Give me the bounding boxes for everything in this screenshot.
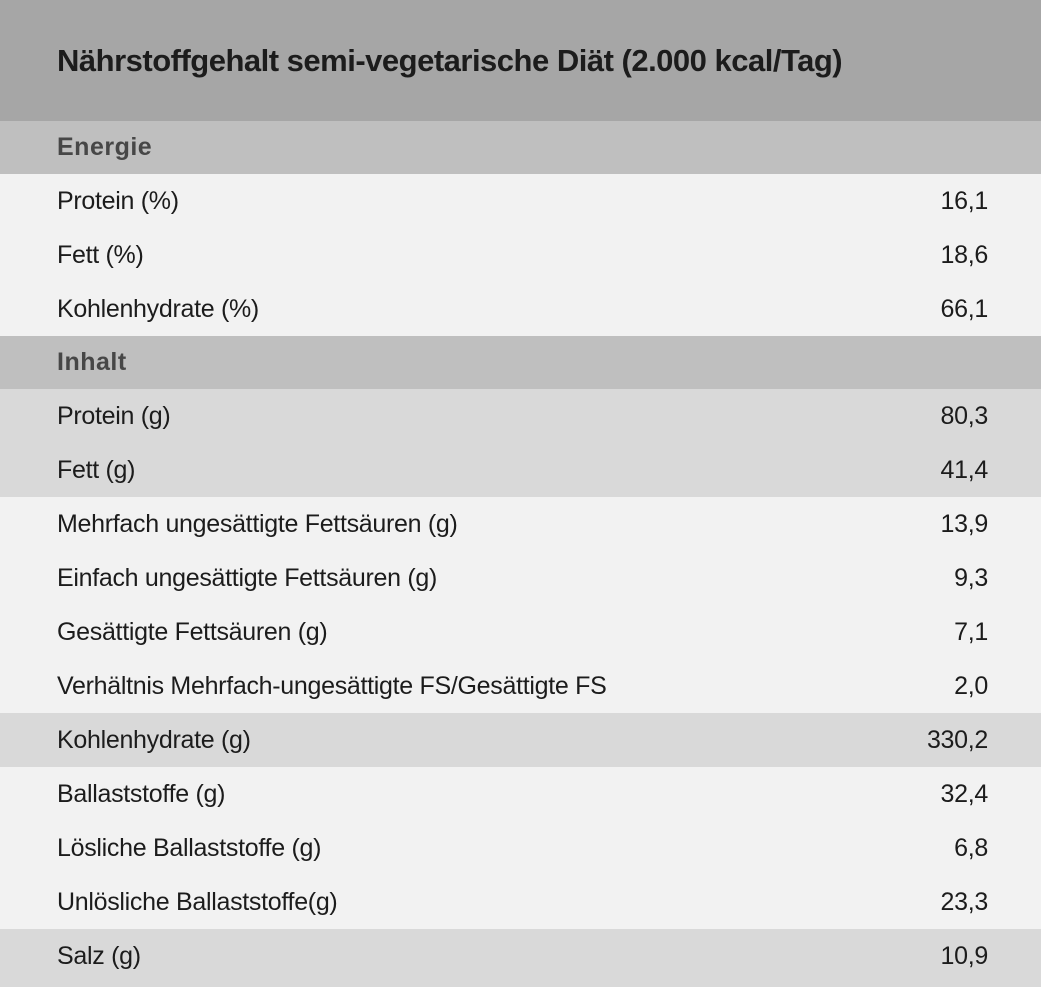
- row-label: Verhältnis Mehrfach-ungesättigte FS/Gesä…: [57, 671, 607, 700]
- row-label: Salz (g): [57, 942, 141, 970]
- row-value: 16,1: [940, 186, 989, 215]
- table-row: Ballaststoffe (g) 32,4: [0, 767, 1041, 821]
- row-label: Mehrfach ungesättigte Fettsäuren (g): [57, 509, 458, 538]
- row-label: Gesättigte Fettsäuren (g): [57, 617, 328, 646]
- row-value: 13,9: [940, 509, 989, 538]
- row-label: Protein (%): [57, 186, 179, 215]
- section-header-inhalt: Inhalt: [0, 336, 1041, 389]
- table-row: Einfach ungesättigte Fettsäuren (g) 9,3: [0, 551, 1041, 605]
- table-row: Mehrfach ungesättigte Fettsäuren (g) 13,9: [0, 497, 1041, 551]
- row-value: 9,3: [954, 563, 988, 592]
- table-row: Unlösliche Ballaststoffe(g) 23,3: [0, 875, 1041, 929]
- table-row: Verhältnis Mehrfach-ungesättigte FS/Gesä…: [0, 659, 1041, 713]
- section-header-label: Inhalt: [57, 348, 127, 376]
- table-row: Kohlenhydrate (%) 66,1: [0, 282, 1041, 336]
- page-title: Nährstoffgehalt semi-vegetarische Diät (…: [57, 42, 843, 78]
- row-value: 6,8: [954, 833, 988, 862]
- row-label: Ballaststoffe (g): [57, 779, 226, 808]
- row-label: Protein (g): [57, 401, 171, 430]
- row-value: 18,6: [940, 240, 989, 269]
- row-value: 23,3: [940, 887, 989, 916]
- section-header-label: Energie: [57, 133, 153, 161]
- table-row: Kohlenhydrate (g) 330,2: [0, 713, 1041, 767]
- row-label: Unlösliche Ballaststoffe(g): [57, 887, 338, 916]
- table-row: Lösliche Ballaststoffe (g) 6,8: [0, 821, 1041, 875]
- row-value: 66,1: [940, 294, 989, 323]
- row-value: 32,4: [940, 779, 989, 808]
- row-value: 80,3: [940, 401, 989, 430]
- table-row: Salz (g) 10,9: [0, 929, 1041, 987]
- table-row: Protein (%) 16,1: [0, 174, 1041, 228]
- row-label: Kohlenhydrate (%): [57, 294, 259, 323]
- row-label: Einfach ungesättigte Fettsäuren (g): [57, 563, 438, 592]
- row-value: 2,0: [954, 671, 988, 700]
- row-label: Fett (%): [57, 240, 144, 269]
- table-row: Fett (g) 41,4: [0, 443, 1041, 497]
- row-value: 7,1: [954, 617, 988, 646]
- row-label: Kohlenhydrate (g): [57, 725, 251, 754]
- table-row: Fett (%) 18,6: [0, 228, 1041, 282]
- row-value: 10,9: [940, 942, 989, 970]
- table-row: Protein (g) 80,3: [0, 389, 1041, 443]
- table-title-row: Nährstoffgehalt semi-vegetarische Diät (…: [0, 0, 1041, 121]
- row-value: 41,4: [940, 455, 989, 484]
- row-label: Fett (g): [57, 455, 136, 484]
- section-header-energie: Energie: [0, 121, 1041, 174]
- row-label: Lösliche Ballaststoffe (g): [57, 833, 322, 862]
- row-value: 330,2: [926, 725, 988, 754]
- table-row: Gesättigte Fettsäuren (g) 7,1: [0, 605, 1041, 659]
